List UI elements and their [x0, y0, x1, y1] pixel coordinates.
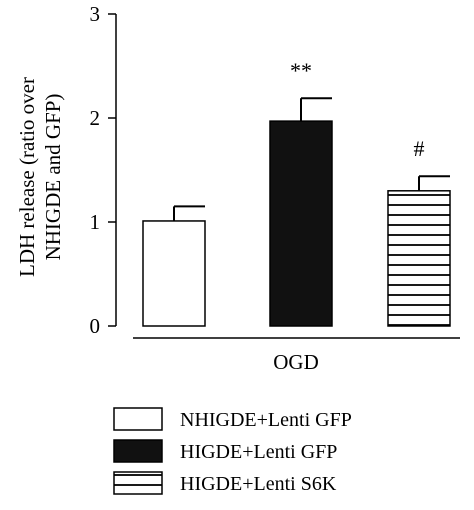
bars: ** # — [142, 58, 451, 327]
y-tick-label: 1 — [90, 210, 101, 234]
legend-swatch-stripes — [113, 471, 163, 495]
legend-label: HIGDE+Lenti GFP — [180, 441, 337, 463]
bar-white — [142, 220, 206, 327]
significance-label: ** — [290, 58, 312, 83]
legend-swatch-white — [113, 407, 163, 431]
y-tick-label: 0 — [90, 314, 101, 338]
y-axis-label-line2: NHIGDE and GFP) — [41, 94, 65, 261]
x-group-label: OGD — [273, 350, 319, 374]
legend-label: HIGDE+Lenti S6K — [180, 473, 337, 495]
legend-swatch-black — [113, 439, 163, 463]
y-axis-label-line1: LDH release (ratio over — [15, 77, 39, 277]
legend-label: NHIGDE+Lenti GFP — [180, 409, 352, 431]
bar-black — [269, 120, 333, 327]
y-tick-label: 2 — [90, 106, 101, 130]
y-ticks: 0 1 2 3 — [90, 2, 116, 338]
significance-label: # — [414, 136, 425, 161]
bar-stripes — [387, 190, 451, 327]
legend: NHIGDE+Lenti GFP HIGDE+Lenti GFP HIGDE+Len… — [113, 407, 352, 495]
y-tick-label: 3 — [90, 2, 101, 26]
